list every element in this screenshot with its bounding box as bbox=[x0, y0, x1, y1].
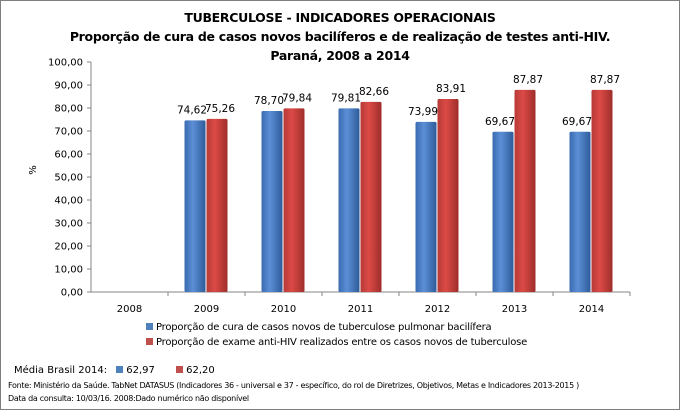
chart-title: TUBERCULOSE - INDICADORES OPERACIONAIS bbox=[184, 10, 496, 25]
chart-subtitle-2: Paraná, 2008 a 2014 bbox=[270, 48, 410, 63]
data-label: 69,67 bbox=[562, 116, 592, 128]
x-tick-label: 2013 bbox=[502, 304, 527, 315]
media-swatch-red bbox=[176, 366, 184, 373]
y-tick-label: 40,00 bbox=[54, 196, 83, 207]
bar-hiv bbox=[437, 99, 459, 292]
x-tick-label: 2008 bbox=[117, 304, 142, 315]
media-blue-value: 62,97 bbox=[126, 365, 155, 376]
bar-hiv bbox=[283, 108, 305, 292]
bar-cure bbox=[184, 120, 206, 293]
bar-hiv bbox=[206, 118, 228, 292]
x-tick-label: 2011 bbox=[348, 304, 373, 315]
x-tick-label: 2010 bbox=[271, 304, 296, 315]
y-tick-label: 100,00 bbox=[48, 58, 83, 69]
data-label: 79,81 bbox=[331, 92, 361, 104]
bar-cure bbox=[261, 110, 283, 293]
data-label: 75,26 bbox=[205, 103, 235, 115]
legend-swatch-blue bbox=[146, 323, 153, 330]
data-label: 87,87 bbox=[513, 74, 543, 86]
y-tick-label: 80,00 bbox=[54, 104, 83, 115]
data-label: 87,87 bbox=[590, 74, 620, 86]
y-tick-label: 90,00 bbox=[54, 81, 83, 92]
y-tick-label: 30,00 bbox=[54, 219, 83, 230]
legend-label: Proporção de cura de casos novos de tube… bbox=[156, 322, 492, 333]
legend-item-cure: Proporção de cura de casos novos de tube… bbox=[146, 322, 492, 333]
source-note: Fonte: Ministério da Saúde. TabNet DATAS… bbox=[8, 381, 579, 390]
legend-swatch-red bbox=[146, 338, 153, 345]
chart-subtitle: Proporção de cura de casos novos bacilíf… bbox=[69, 29, 611, 44]
data-label: 69,67 bbox=[485, 116, 515, 128]
data-label: 73,99 bbox=[408, 106, 438, 118]
x-tick-label: 2012 bbox=[425, 304, 450, 315]
x-tick-label: 2009 bbox=[194, 304, 219, 315]
x-tick-label: 2014 bbox=[579, 304, 604, 315]
bar-cure bbox=[569, 131, 591, 292]
y-axis-label: % bbox=[28, 165, 39, 175]
data-label: 78,70 bbox=[254, 95, 284, 107]
media-swatch-blue bbox=[116, 366, 124, 373]
bar-chart: % 0,00 10,00 20,00 30,00 40,00 50,00 60,00 70,0… bbox=[28, 58, 631, 315]
legend-item-hiv: Proporção de exame anti-HIV realizados e… bbox=[146, 337, 527, 348]
bar-hiv bbox=[514, 89, 536, 292]
data-label: 82,66 bbox=[359, 86, 389, 98]
y-tick-label: 70,00 bbox=[54, 127, 83, 138]
legend-label: Proporção de exame anti-HIV realizados e… bbox=[156, 337, 528, 348]
y-tick-label: 0,00 bbox=[61, 288, 83, 299]
media-red-value: 62,20 bbox=[186, 365, 215, 376]
bar-cure bbox=[415, 121, 437, 292]
query-date-note: Data da consulta: 10/03/16. 2008:Dado nu… bbox=[8, 394, 249, 403]
y-tick-label: 10,00 bbox=[54, 265, 83, 276]
y-tick-label: 20,00 bbox=[54, 242, 83, 253]
y-tick-label: 60,00 bbox=[54, 150, 83, 161]
data-label: 74,62 bbox=[177, 104, 207, 116]
data-label: 83,91 bbox=[436, 83, 466, 95]
bar-hiv bbox=[360, 101, 382, 292]
media-brasil: Média Brasil 2014: 62,97 62,20 bbox=[14, 365, 215, 376]
bar-cure bbox=[338, 108, 360, 292]
bar-hiv bbox=[591, 89, 613, 292]
bar-cure bbox=[492, 131, 514, 292]
media-label: Média Brasil 2014: bbox=[14, 365, 108, 376]
y-tick-label: 50,00 bbox=[54, 173, 83, 184]
data-label: 79,84 bbox=[282, 92, 312, 104]
